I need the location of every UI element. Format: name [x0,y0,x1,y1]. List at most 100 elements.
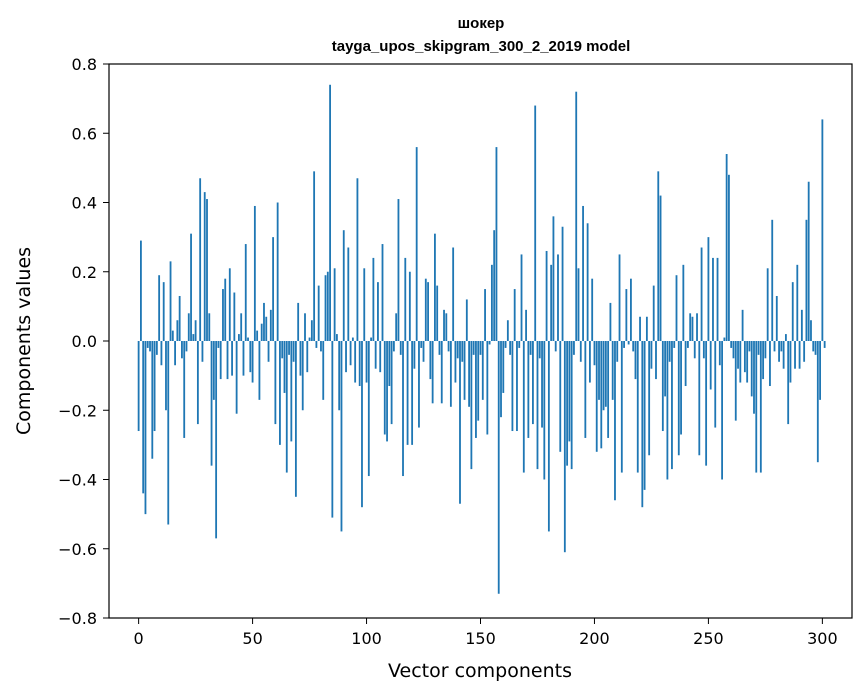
bar [513,289,516,341]
y-tick-label: 0.4 [72,194,97,213]
bar [518,341,521,348]
bar [604,341,607,407]
bar [618,254,621,341]
bar [212,341,215,400]
bar [566,341,569,466]
bar [625,289,628,341]
bar [641,341,644,508]
bar [206,199,208,341]
bar [693,341,696,359]
bar [322,341,325,400]
bar [297,302,300,341]
bar [452,247,455,341]
bar [682,264,685,341]
y-tick-label: −0.2 [58,401,97,420]
bar [192,334,195,341]
bar [468,341,471,407]
bar [764,341,767,359]
bar [388,341,391,387]
y-axis-label: Components values [13,247,35,435]
bar [329,84,331,342]
bar [406,341,409,445]
bar [493,230,496,341]
bar [155,341,158,355]
bar [415,147,418,341]
bar [636,341,639,473]
y-tick-label: −0.8 [58,609,97,628]
bar [292,341,295,362]
bar [814,341,817,355]
bar [769,341,771,387]
bar [782,341,785,369]
bar [593,341,596,366]
bar [650,341,653,369]
bar [595,341,598,452]
bar [716,257,719,341]
bar [655,341,657,380]
bar [281,341,284,359]
bar [238,334,240,341]
bar [552,216,555,341]
bars-group [137,84,826,594]
bar [272,237,275,342]
bar [137,341,140,432]
bar [582,205,584,341]
bar [607,341,610,438]
bar [712,257,714,341]
plot-frame [108,63,853,619]
bar [620,341,623,473]
bar [402,341,404,477]
bar [345,341,347,373]
bar [370,337,373,341]
bar [700,247,703,341]
bar [413,341,416,369]
bar [176,320,179,341]
x-tick-label: 0 [134,629,144,648]
bar [317,285,320,341]
bar [185,341,188,352]
x-tick-label: 200 [579,629,610,648]
bar [219,341,222,380]
bar [488,341,491,345]
bar [392,341,395,352]
bar [632,341,635,352]
bar [771,219,774,341]
bar [575,91,578,341]
bar [151,341,154,459]
bar [563,341,566,553]
bar [165,341,167,411]
bar [379,341,382,373]
bar [500,341,502,418]
bar [290,341,293,442]
bar [183,341,186,438]
chart-subtitle: tayga_upos_skipgram_300_2_2019 model [332,38,631,55]
bar [235,341,238,414]
bar [577,268,580,341]
bar [614,341,616,501]
bar [750,341,753,397]
bar [547,341,550,532]
bar [598,341,600,400]
bar [671,341,673,470]
bar [436,285,439,341]
bar [363,268,366,341]
x-axis-ticks: 0 50 100 150 200 250 300 [134,618,838,648]
bar [443,309,445,341]
bar [698,341,701,456]
bar [399,341,402,355]
bar [253,205,256,341]
bar [201,341,204,362]
bar [324,275,327,341]
bar [171,330,174,341]
bar [233,292,236,341]
bar [167,341,170,525]
bar [627,341,630,345]
bar [258,341,261,400]
bar [276,202,279,341]
bar [158,275,161,341]
bar [714,341,717,428]
bar [356,178,359,341]
bar [536,341,539,470]
bar [320,341,322,352]
bar [821,119,824,342]
